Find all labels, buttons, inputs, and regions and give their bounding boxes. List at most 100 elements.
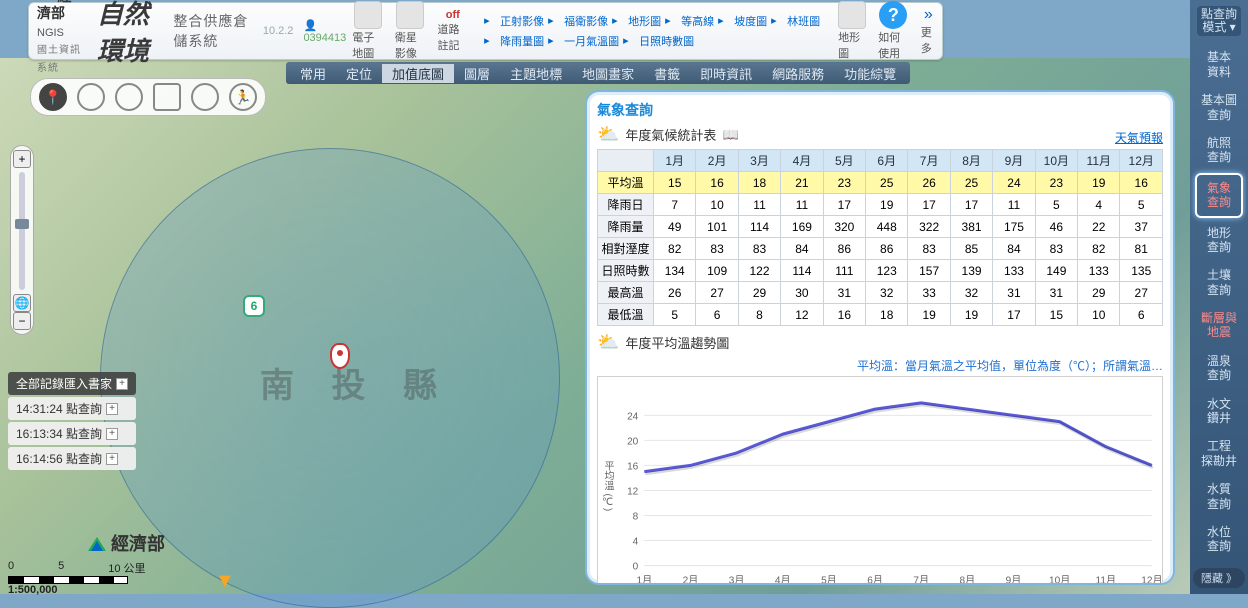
expand-icon[interactable]: + xyxy=(116,378,128,390)
forecast-link[interactable]: 天氣預報 xyxy=(1115,129,1163,146)
circle-tool-1[interactable] xyxy=(77,83,105,111)
zoom-thumb[interactable] xyxy=(15,219,29,229)
app-header: 經濟部 NGIS 國土資訊系統 自然環境 整合供應倉儲系統 10.2.2 👤03… xyxy=(28,2,943,60)
table-cell: 17 xyxy=(950,194,992,216)
expand-icon[interactable]: + xyxy=(106,403,118,415)
menu-item[interactable]: 常用 xyxy=(290,64,336,83)
table-cell: 30 xyxy=(781,282,823,304)
avg-temp-chart: 平均溫 (℃) 048121620241月2月3月4月5月6月7月8月9月10月… xyxy=(597,376,1163,585)
table-cell: 83 xyxy=(696,238,738,260)
attribution-text: 經濟部 xyxy=(111,534,165,554)
table-cell: 85 xyxy=(950,238,992,260)
table-cell: 82 xyxy=(1078,238,1120,260)
menu-item[interactable]: 定位 xyxy=(336,64,382,83)
circle-tool-2[interactable] xyxy=(115,83,143,111)
table-cell: 26 xyxy=(908,172,950,194)
layer-link[interactable]: ▸坡度圖 xyxy=(718,13,767,29)
emap-button[interactable]: 電子地圖 xyxy=(346,1,389,61)
sidebar-query-item[interactable]: 溫泉查詢 xyxy=(1195,348,1243,389)
help-button[interactable]: ?如何使用 xyxy=(872,1,915,61)
menu-item[interactable]: 地圖畫家 xyxy=(572,64,644,83)
help-label: 如何使用 xyxy=(878,29,909,61)
menu-item[interactable]: 即時資訊 xyxy=(690,64,762,83)
system-title: 自然環境 xyxy=(97,0,169,68)
zoom-track[interactable] xyxy=(19,172,25,290)
layer-link[interactable]: ▸林班圖 xyxy=(771,13,820,29)
sidebar-query-item[interactable]: 水文鑽井 xyxy=(1195,391,1243,432)
menu-item[interactable]: 書籤 xyxy=(644,64,690,83)
road-annot-toggle[interactable]: off道路註記 xyxy=(432,9,475,53)
query-point-pin[interactable] xyxy=(330,343,350,369)
layer-link-icon: ▸ xyxy=(771,14,785,28)
sidebar-query-item[interactable]: 水位查詢 xyxy=(1195,519,1243,560)
zoom-slider[interactable]: + 🌐 − xyxy=(10,145,34,335)
month-header: 2月 xyxy=(696,150,738,172)
layer-link[interactable]: ▸地形圖 xyxy=(612,13,661,29)
history-row[interactable]: 16:13:34 點查詢 + xyxy=(8,422,136,445)
table-row: 最低溫56812161819191715106 xyxy=(598,304,1163,326)
layer-link[interactable]: ▸福衛影像 xyxy=(548,13,608,29)
zoom-out-button[interactable]: − xyxy=(13,312,31,330)
menu-item[interactable]: 功能綜覽 xyxy=(834,64,906,83)
month-header: 10月 xyxy=(1035,150,1077,172)
zoom-in-button[interactable]: + xyxy=(13,150,31,168)
attribution-logo: 經濟部 xyxy=(88,530,165,556)
menu-item[interactable]: 圖層 xyxy=(454,64,500,83)
south-arrow-icon: ▼ xyxy=(215,570,235,593)
more-button[interactable]: »更多 xyxy=(915,6,942,56)
road-annot-label: 道路註記 xyxy=(438,21,469,53)
layer-link[interactable]: ▸降雨量圖 xyxy=(484,33,544,49)
table-cell: 21 xyxy=(781,172,823,194)
menu-item[interactable]: 主題地標 xyxy=(500,64,572,83)
panel-title: 氣象查詢 xyxy=(597,100,1163,120)
history-header[interactable]: 全部記錄匯入書家 + xyxy=(8,372,136,395)
table-cell: 5 xyxy=(1035,194,1077,216)
svg-text:8月: 8月 xyxy=(960,575,976,585)
rect-tool[interactable] xyxy=(153,83,181,111)
sidebar-query-item[interactable]: 斷層與地震 xyxy=(1195,305,1243,346)
satellite-button[interactable]: 衛星影像 xyxy=(389,1,432,61)
book-icon[interactable]: 📖 xyxy=(722,127,738,143)
history-row[interactable]: 14:31:24 點查詢 + xyxy=(8,397,136,420)
ministry-logo-icon-small xyxy=(88,537,106,553)
terrain-map-button[interactable]: 地形圖 xyxy=(832,1,872,61)
layer-link[interactable]: ▸正射影像 xyxy=(484,13,544,29)
sidebar-query-item[interactable]: 航照查詢 xyxy=(1195,130,1243,171)
point-tool[interactable]: 📍 xyxy=(39,83,67,111)
sidebar-query-item[interactable]: 基本圖查詢 xyxy=(1195,87,1243,128)
table-cell: 27 xyxy=(1120,282,1163,304)
table-cell: 10 xyxy=(1078,304,1120,326)
month-header: 11月 xyxy=(1078,150,1120,172)
sidebar-query-item[interactable]: 土壤查詢 xyxy=(1195,262,1243,303)
scale-ratio: 1:500,000 xyxy=(8,584,146,596)
circle-tool-3[interactable] xyxy=(191,83,219,111)
person-tool[interactable]: 🏃 xyxy=(229,83,257,111)
expand-icon[interactable]: + xyxy=(106,453,118,465)
expand-icon[interactable]: + xyxy=(106,428,118,440)
sidebar-query-item[interactable]: 水質查詢 xyxy=(1195,476,1243,517)
sidebar-query-item[interactable]: 氣象查詢 xyxy=(1195,173,1243,218)
table-cell: 25 xyxy=(950,172,992,194)
table-cell: 114 xyxy=(738,216,780,238)
svg-text:0: 0 xyxy=(633,562,639,573)
layer-link[interactable]: ▸等高線 xyxy=(665,13,714,29)
menu-item[interactable]: 加值底圖 xyxy=(382,64,454,83)
history-row[interactable]: 16:14:56 點查詢 + xyxy=(8,447,136,470)
layer-link[interactable]: ▸一月氣溫圖 xyxy=(548,33,619,49)
table-cell: 49 xyxy=(654,216,696,238)
table-cell: 83 xyxy=(1035,238,1077,260)
sidebar-query-item[interactable]: 地形查詢 xyxy=(1195,220,1243,261)
zoom-globe-button[interactable]: 🌐 xyxy=(13,294,31,312)
sidebar-query-item[interactable]: 工程探勘井 xyxy=(1195,433,1243,474)
sidebar-query-item[interactable]: 基本資料 xyxy=(1195,44,1243,85)
menu-item[interactable]: 網路服務 xyxy=(762,64,834,83)
table-cell: 111 xyxy=(823,260,865,282)
layer-link[interactable]: ▸日照時數圖 xyxy=(623,33,694,49)
hide-sidebar-button[interactable]: 隱藏 》 xyxy=(1193,568,1245,588)
table-cell: 18 xyxy=(866,304,908,326)
month-header: 4月 xyxy=(781,150,823,172)
table-cell: 29 xyxy=(738,282,780,304)
svg-text:8: 8 xyxy=(633,512,639,523)
table-cell: 135 xyxy=(1120,260,1163,282)
row-header: 降雨量 xyxy=(598,216,654,238)
